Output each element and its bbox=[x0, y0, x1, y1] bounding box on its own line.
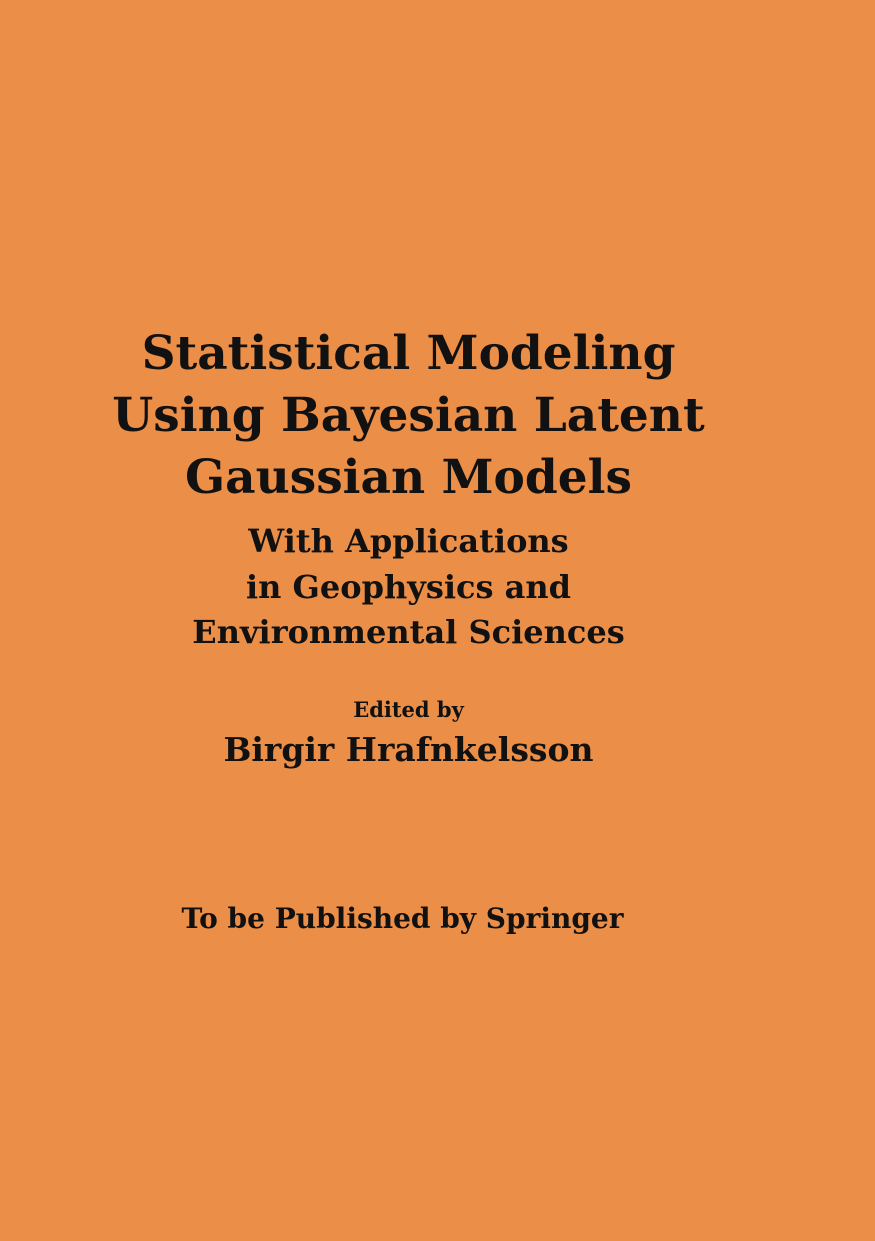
edited-by-label: Edited by bbox=[353, 697, 464, 722]
title-line-2: Using Bayesian Latent bbox=[112, 388, 705, 443]
title-line-1: Statistical Modeling bbox=[141, 326, 676, 381]
subtitle-line-2: in Geophysics and bbox=[245, 567, 571, 606]
book-title: Statistical Modeling Using Bayesian Late… bbox=[0, 323, 817, 509]
editor-name: Birgir Hrafnkelsson bbox=[223, 730, 594, 769]
subtitle-line-1: With Applications bbox=[248, 522, 569, 560]
subtitle-line-3: Environmental Sciences bbox=[192, 613, 625, 651]
book-subtitle: With Applications in Geophysics and Envi… bbox=[0, 519, 817, 656]
title-line-3: Gaussian Models bbox=[185, 450, 632, 505]
publisher-note: To be Published by Springer bbox=[181, 902, 624, 935]
